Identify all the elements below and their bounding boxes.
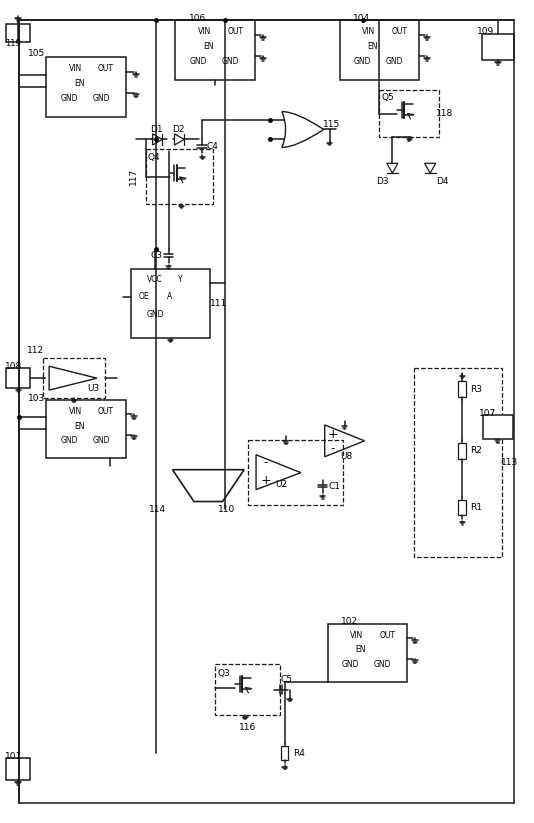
Text: GND: GND xyxy=(92,436,110,445)
Text: 113: 113 xyxy=(501,458,519,467)
Text: D4: D4 xyxy=(436,177,449,186)
Text: GND: GND xyxy=(374,660,391,669)
Text: 111: 111 xyxy=(210,299,227,308)
Bar xyxy=(6,758,30,780)
Text: Q5: Q5 xyxy=(381,93,394,102)
Text: U2: U2 xyxy=(275,480,287,489)
Bar xyxy=(248,439,343,504)
Polygon shape xyxy=(387,163,398,173)
Text: VIN: VIN xyxy=(350,631,363,640)
Text: U3: U3 xyxy=(87,384,99,393)
Text: 114: 114 xyxy=(149,505,166,514)
Text: GND: GND xyxy=(60,436,78,445)
Text: C5: C5 xyxy=(281,675,293,684)
Bar xyxy=(146,149,213,204)
Text: 117: 117 xyxy=(129,168,138,185)
Text: C3: C3 xyxy=(151,251,162,260)
Text: 102: 102 xyxy=(341,617,358,626)
Text: U8: U8 xyxy=(341,453,353,461)
Text: GND: GND xyxy=(92,94,110,103)
Polygon shape xyxy=(175,134,184,145)
Text: Q4: Q4 xyxy=(147,153,160,162)
Text: D1: D1 xyxy=(150,125,163,134)
Text: -: - xyxy=(331,442,335,455)
Text: 115: 115 xyxy=(323,120,340,129)
Bar xyxy=(215,663,280,715)
Bar xyxy=(46,57,125,117)
Text: D2: D2 xyxy=(172,125,185,134)
Text: EN: EN xyxy=(74,79,84,88)
Bar xyxy=(458,500,466,515)
Text: 101: 101 xyxy=(5,751,22,760)
Text: GND: GND xyxy=(222,58,239,67)
Bar xyxy=(458,381,466,397)
Text: -: - xyxy=(264,456,268,469)
Text: R2: R2 xyxy=(470,447,482,455)
Bar xyxy=(380,90,439,137)
Text: OUT: OUT xyxy=(391,27,407,36)
Text: 104: 104 xyxy=(353,13,370,22)
Bar xyxy=(43,358,105,398)
Text: 105: 105 xyxy=(28,49,45,58)
Bar xyxy=(131,269,210,338)
Text: 110: 110 xyxy=(217,505,235,514)
Text: A: A xyxy=(167,292,172,301)
Text: GND: GND xyxy=(386,58,403,67)
Text: R1: R1 xyxy=(470,503,482,512)
Text: GND: GND xyxy=(60,94,78,103)
Bar xyxy=(414,368,502,557)
Text: 112: 112 xyxy=(27,346,44,355)
Text: GND: GND xyxy=(190,58,207,67)
Polygon shape xyxy=(153,134,162,145)
Text: 116: 116 xyxy=(239,723,256,732)
Text: EN: EN xyxy=(203,43,214,51)
Bar xyxy=(328,624,407,681)
Text: 106: 106 xyxy=(189,13,206,22)
Bar xyxy=(483,415,513,439)
Text: VIN: VIN xyxy=(198,27,211,36)
Text: GND: GND xyxy=(354,58,372,67)
Text: VIN: VIN xyxy=(68,64,82,73)
Text: OE: OE xyxy=(139,292,150,301)
Text: VIN: VIN xyxy=(68,407,82,416)
Bar xyxy=(6,368,30,388)
Bar xyxy=(6,24,30,42)
PathPatch shape xyxy=(282,112,324,147)
Bar xyxy=(176,20,255,80)
Text: +: + xyxy=(261,474,271,487)
Text: GND: GND xyxy=(342,660,359,669)
Text: R3: R3 xyxy=(470,384,482,393)
Text: OUT: OUT xyxy=(98,407,114,416)
Text: 103: 103 xyxy=(28,393,45,402)
Text: OUT: OUT xyxy=(227,27,243,36)
Text: VCC: VCC xyxy=(147,275,162,284)
Text: EN: EN xyxy=(367,43,378,51)
Text: EN: EN xyxy=(74,421,84,430)
Text: 107: 107 xyxy=(479,410,496,418)
Bar xyxy=(281,746,288,760)
Text: Y: Y xyxy=(178,275,183,284)
Text: 109: 109 xyxy=(477,27,494,36)
Text: 118: 118 xyxy=(436,109,454,118)
Bar xyxy=(458,444,466,458)
Text: 119: 119 xyxy=(5,40,21,49)
Polygon shape xyxy=(425,163,436,173)
Text: D3: D3 xyxy=(376,177,389,186)
Text: VIN: VIN xyxy=(362,27,375,36)
Bar xyxy=(46,400,125,458)
Bar xyxy=(340,20,419,80)
Text: +: + xyxy=(327,429,338,441)
Bar xyxy=(482,34,514,60)
Text: R4: R4 xyxy=(293,749,305,758)
Text: OUT: OUT xyxy=(98,64,114,73)
Text: OUT: OUT xyxy=(380,631,395,640)
Text: C4: C4 xyxy=(206,142,218,151)
Text: Q3: Q3 xyxy=(217,669,230,678)
Text: GND: GND xyxy=(147,309,164,319)
Text: 108: 108 xyxy=(5,362,22,370)
Text: C1: C1 xyxy=(328,482,341,491)
Text: EN: EN xyxy=(356,645,366,654)
